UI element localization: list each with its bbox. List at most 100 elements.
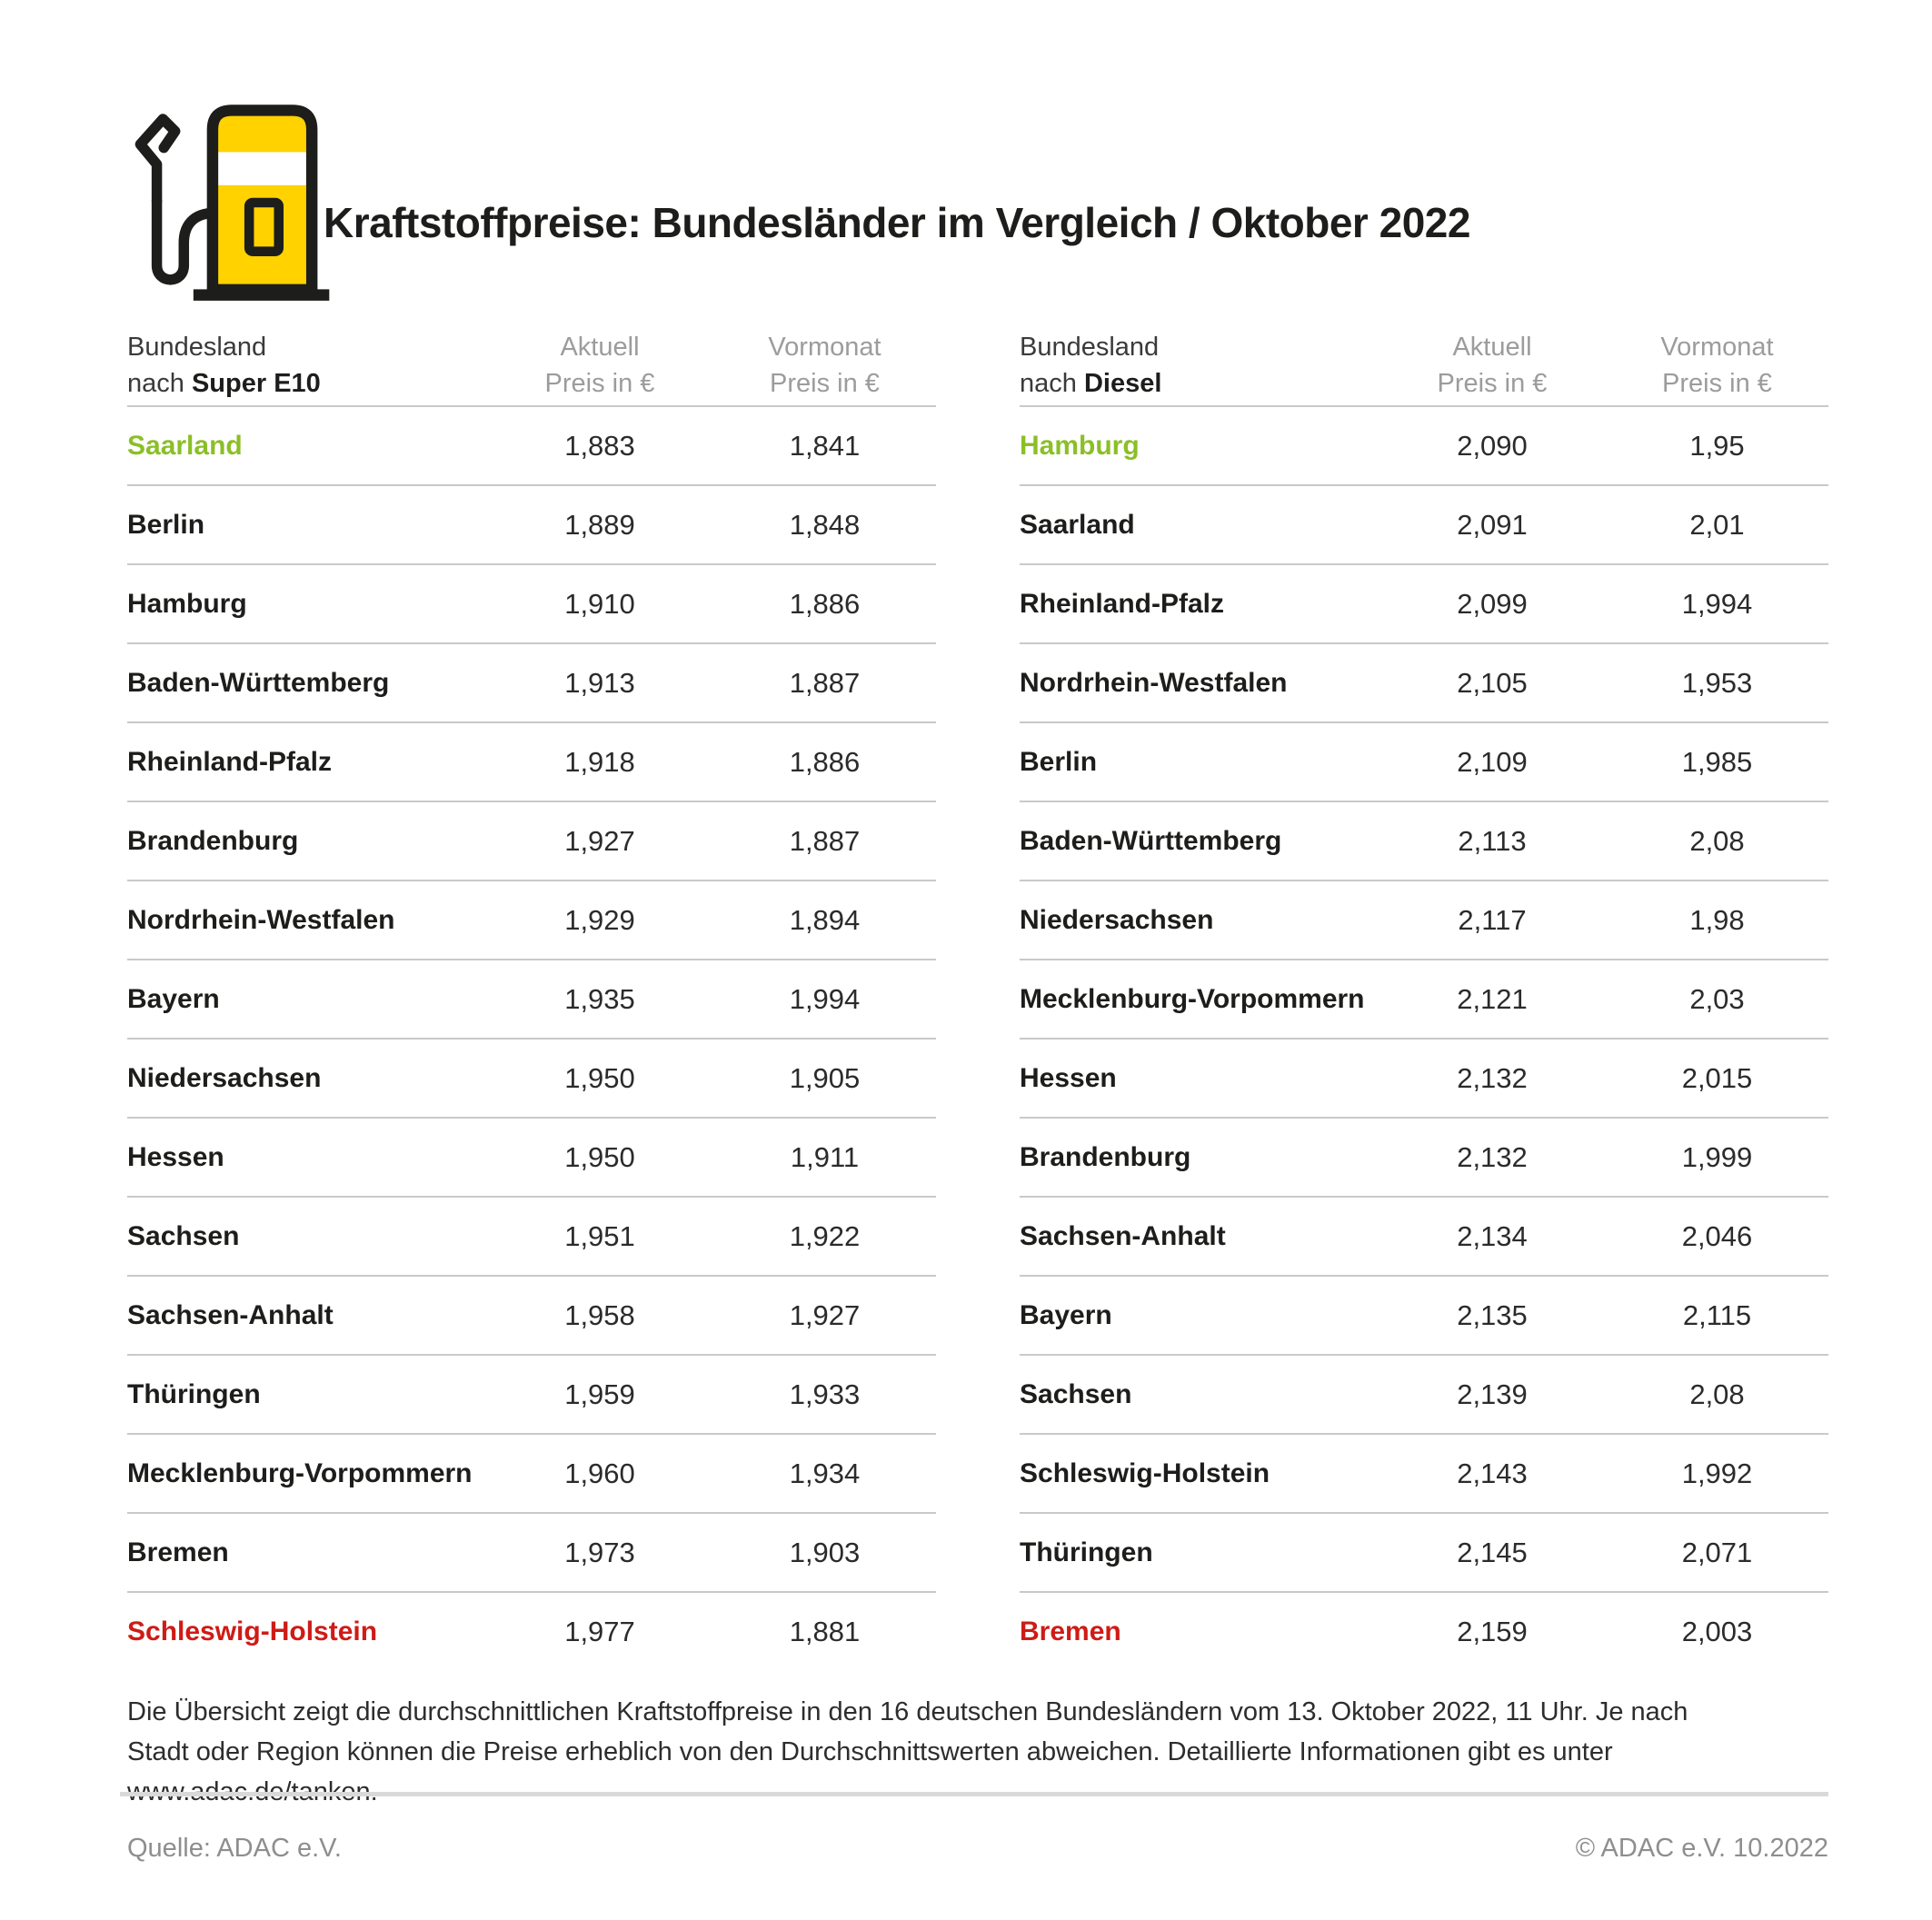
header-line2-prefix: nach: [127, 369, 192, 399]
header-line1: Bundesland: [1020, 333, 1160, 362]
vormonat-price: 1,98: [1689, 903, 1745, 936]
state-name: Rheinland-Pfalz: [1020, 588, 1225, 619]
table-row: Brandenburg 2,132 1,999: [1020, 1117, 1828, 1196]
vormonat-price: 1,841: [789, 429, 861, 462]
table-row: Sachsen-Anhalt 2,134 2,046: [1020, 1196, 1828, 1275]
vormonat-price: 1,887: [789, 824, 861, 857]
col-label: Aktuell: [560, 333, 640, 362]
vormonat-price: 2,003: [1681, 1615, 1753, 1647]
vormonat-column-header: Vormonat Preis in €: [713, 329, 936, 402]
aktuell-price: 1,927: [564, 824, 635, 857]
aktuell-price: 1,913: [564, 666, 635, 699]
table-row: Nordrhein-Westfalen 2,105 1,953: [1020, 642, 1828, 721]
table-row: Saarland 1,883 1,841: [127, 405, 936, 484]
aktuell-price: 1,950: [564, 1061, 635, 1094]
aktuell-price: 1,958: [564, 1298, 635, 1331]
col-sublabel: Preis in €: [1437, 369, 1548, 399]
vormonat-price: 1,927: [789, 1298, 861, 1331]
state-name: Sachsen-Anhalt: [127, 1299, 334, 1330]
vormonat-price: 1,903: [789, 1536, 861, 1568]
col-label: Vormonat: [1660, 333, 1774, 362]
vormonat-price: 2,03: [1689, 982, 1745, 1015]
state-name: Hamburg: [1020, 430, 1140, 461]
table-header: Bundesland nach Super E10 Aktuell Preis …: [127, 329, 936, 405]
aktuell-price: 1,973: [564, 1536, 635, 1568]
vormonat-price: 1,894: [789, 903, 861, 936]
state-name: Hessen: [1020, 1062, 1117, 1093]
state-name: Thüringen: [127, 1378, 261, 1409]
vormonat-price: 2,115: [1682, 1298, 1752, 1331]
state-name: Berlin: [1020, 746, 1098, 777]
vormonat-price: 1,994: [1681, 587, 1753, 620]
table-super-e10: Bundesland nach Super E10 Aktuell Preis …: [127, 329, 936, 1670]
aktuell-price: 2,135: [1457, 1298, 1528, 1331]
table-row: Berlin 2,109 1,985: [1020, 721, 1828, 801]
vormonat-price: 1,887: [789, 666, 861, 699]
col-sublabel: Preis in €: [1662, 369, 1772, 399]
aktuell-price: 2,159: [1457, 1615, 1528, 1647]
aktuell-column-header: Aktuell Preis in €: [486, 329, 713, 402]
aktuell-price: 2,139: [1457, 1378, 1528, 1410]
state-name: Rheinland-Pfalz: [127, 746, 333, 777]
header-line2-prefix: nach: [1020, 369, 1084, 399]
state-name: Brandenburg: [127, 825, 299, 856]
aktuell-price: 2,109: [1457, 745, 1528, 778]
table-row: Hessen 1,950 1,911: [127, 1117, 936, 1196]
table-row: Mecklenburg-Vorpommern 1,960 1,934: [127, 1433, 936, 1512]
aktuell-price: 2,134: [1457, 1219, 1528, 1252]
table-row: Saarland 2,091 2,01: [1020, 484, 1828, 563]
col-label: Aktuell: [1452, 333, 1532, 362]
vormonat-price: 1,933: [789, 1378, 861, 1410]
table-row: Niedersachsen 1,950 1,905: [127, 1038, 936, 1117]
aktuell-price: 1,950: [564, 1140, 635, 1173]
vormonat-price: 1,985: [1681, 745, 1753, 778]
table-row: Schleswig-Holstein 1,977 1,881: [127, 1591, 936, 1670]
fuel-type-label: Diesel: [1083, 369, 1162, 399]
vormonat-price: 1,911: [790, 1140, 860, 1173]
vormonat-price: 1,934: [789, 1457, 861, 1489]
state-name: Schleswig-Holstein: [1020, 1457, 1270, 1488]
aktuell-price: 1,889: [564, 508, 635, 541]
vormonat-price: 2,046: [1681, 1219, 1753, 1252]
source-label: Quelle: ADAC e.V.: [127, 1834, 342, 1863]
col-label: Vormonat: [768, 333, 881, 362]
state-name: Bayern: [127, 983, 220, 1014]
aktuell-price: 2,143: [1457, 1457, 1528, 1489]
aktuell-price: 2,090: [1457, 429, 1528, 462]
footer-divider: [120, 1792, 1828, 1796]
copyright-label: © ADAC e.V. 10.2022: [1575, 1834, 1828, 1863]
tables-container: Bundesland nach Super E10 Aktuell Preis …: [127, 329, 1828, 1670]
table-header: Bundesland nach Diesel Aktuell Preis in …: [1020, 329, 1828, 405]
state-name: Berlin: [127, 509, 205, 540]
vormonat-price: 2,01: [1689, 508, 1745, 541]
vormonat-price: 1,922: [789, 1219, 861, 1252]
table-row: Bremen 2,159 2,003: [1020, 1591, 1828, 1670]
vormonat-price: 2,08: [1689, 1378, 1745, 1410]
vormonat-price: 1,886: [789, 587, 861, 620]
aktuell-price: 1,935: [564, 982, 635, 1015]
state-name: Nordrhein-Westfalen: [1020, 667, 1288, 698]
aktuell-price: 2,099: [1457, 587, 1528, 620]
aktuell-price: 1,910: [564, 587, 635, 620]
state-name: Mecklenburg-Vorpommern: [1020, 983, 1365, 1014]
vormonat-column-header: Vormonat Preis in €: [1606, 329, 1828, 402]
state-name: Saarland: [1020, 509, 1135, 540]
table-row: Rheinland-Pfalz 2,099 1,994: [1020, 563, 1828, 642]
table-row: Baden-Württemberg 1,913 1,887: [127, 642, 936, 721]
table-row: Hamburg 2,090 1,95: [1020, 405, 1828, 484]
table-row: Berlin 1,889 1,848: [127, 484, 936, 563]
aktuell-price: 1,977: [564, 1615, 635, 1647]
aktuell-price: 2,121: [1457, 982, 1528, 1015]
vormonat-price: 2,071: [1681, 1536, 1753, 1568]
table-row: Brandenburg 1,927 1,887: [127, 801, 936, 880]
aktuell-price: 1,929: [564, 903, 635, 936]
table-row: Thüringen 2,145 2,071: [1020, 1512, 1828, 1591]
state-name: Niedersachsen: [1020, 904, 1214, 935]
aktuell-price: 2,132: [1457, 1140, 1528, 1173]
fuel-column-header: Bundesland nach Diesel: [1020, 329, 1379, 402]
table-row: Niedersachsen 2,117 1,98: [1020, 880, 1828, 959]
table-row: Mecklenburg-Vorpommern 2,121 2,03: [1020, 959, 1828, 1038]
table-row: Sachsen 1,951 1,922: [127, 1196, 936, 1275]
state-name: Saarland: [127, 430, 243, 461]
